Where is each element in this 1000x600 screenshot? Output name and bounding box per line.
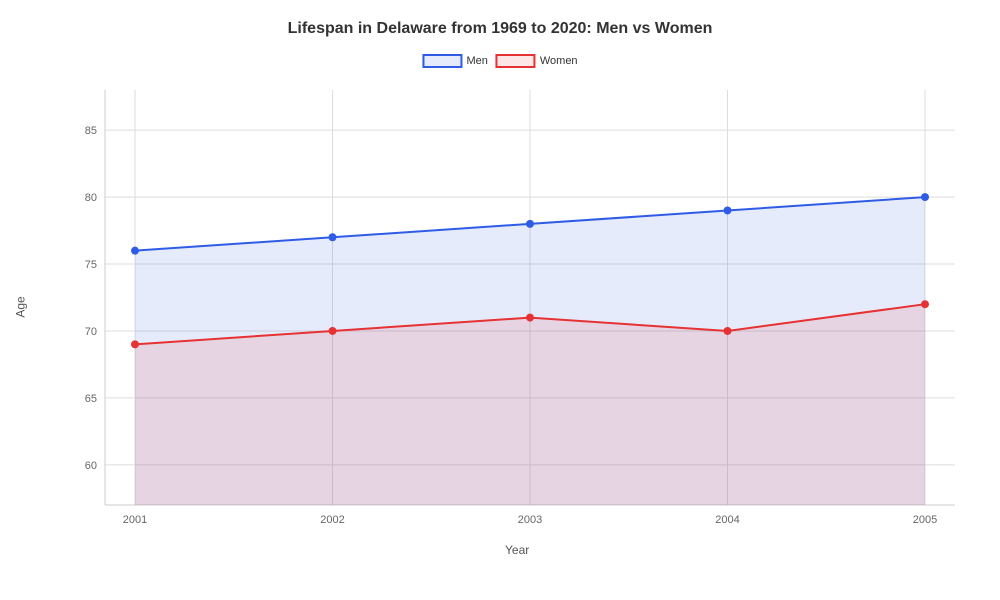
data-point[interactable] [131,340,139,348]
data-point[interactable] [526,314,534,322]
x-tick-label: 2002 [320,514,344,526]
legend-label: Men [466,55,487,67]
legend: Men Women [422,54,577,68]
data-point[interactable] [724,327,732,335]
y-tick-label: 60 [85,460,97,472]
x-tick-label: 2003 [518,514,542,526]
data-point[interactable] [724,206,732,214]
data-point[interactable] [329,327,337,335]
legend-item[interactable]: Women [496,54,578,68]
data-point[interactable] [921,300,929,308]
data-point[interactable] [329,233,337,241]
legend-swatch [496,54,536,68]
legend-swatch [422,54,462,68]
chart-title: Lifespan in Delaware from 1969 to 2020: … [0,20,1000,38]
y-tick-label: 80 [85,192,97,204]
y-tick-label: 70 [85,326,97,338]
chart-container: Lifespan in Delaware from 1969 to 2020: … [0,0,1000,600]
legend-item[interactable]: Men [422,54,487,68]
x-tick-label: 2001 [123,514,147,526]
chart-svg: 60 65 70 75 80 85 2001 2002 2003 2004 2005 [70,85,970,535]
data-point[interactable] [921,193,929,201]
x-axis-label: Year [505,543,529,557]
data-point[interactable] [131,247,139,255]
x-tick-label: 2004 [715,514,739,526]
y-tick-label: 65 [85,393,97,405]
x-tick-label: 2005 [913,514,937,526]
legend-label: Women [540,55,578,67]
plot-area: 60 65 70 75 80 85 2001 2002 2003 2004 2005 [70,85,970,535]
y-tick-label: 85 [85,125,97,137]
y-tick-label: 75 [85,259,97,271]
data-point[interactable] [526,220,534,228]
y-axis-label: Age [14,296,28,317]
